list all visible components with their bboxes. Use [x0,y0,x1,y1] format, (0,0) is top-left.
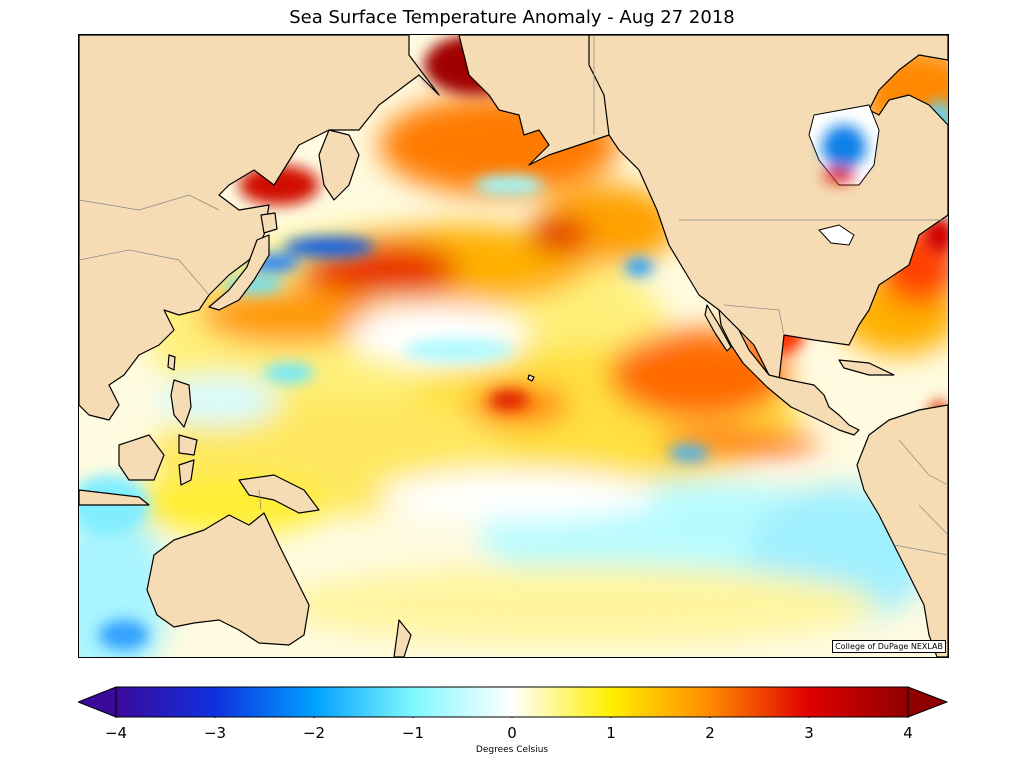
land-cuba [838,359,895,376]
colorbar-body [115,686,909,718]
land-philippines [170,379,192,428]
land-kamchatka [318,129,360,201]
colorbar-tick-label: −4 [104,724,128,742]
land-hawaii [527,374,535,382]
colorbar-tick-label: 3 [804,724,814,742]
colorbar-ticks [115,717,909,718]
land-borneo [118,434,165,481]
land-australia [146,512,310,646]
colorbar-tick-label: 0 [507,724,517,742]
land-sulawesi [178,459,195,486]
colorbar-right-arrow [907,686,948,718]
colorbar-tick-label: 2 [705,724,715,742]
land-hokkaido [260,212,278,234]
hudson-bay-anomaly [822,125,866,183]
land-taiwan [167,354,176,371]
colorbar-tick-label: −1 [401,724,425,742]
colorbar-label: Degrees Celsius [475,745,549,755]
land-japan [208,234,270,311]
colorbar-tick-label: −2 [302,724,326,742]
land-central-america [718,309,860,436]
colorbar-left-arrow [78,686,117,718]
credit-label: College of DuPage NEXLAB [832,640,946,653]
map-title: Sea Surface Temperature Anomaly - Aug 27… [289,7,735,28]
land-baja [704,304,732,352]
map-panel: College of DuPage NEXLAB [78,34,949,658]
colorbar-tick-label: 1 [606,724,616,742]
colorbar [78,686,948,718]
land-new-guinea [238,474,320,514]
colorbar-tick-label: −3 [203,724,227,742]
land-mindanao [178,434,198,456]
country-borders [79,35,948,556]
sst-map [79,35,948,657]
land-south-america [856,404,948,657]
land-java [79,489,150,506]
great-lakes [818,224,855,246]
colorbar-tick-label: 4 [903,724,913,742]
land-new-zealand [393,619,412,657]
